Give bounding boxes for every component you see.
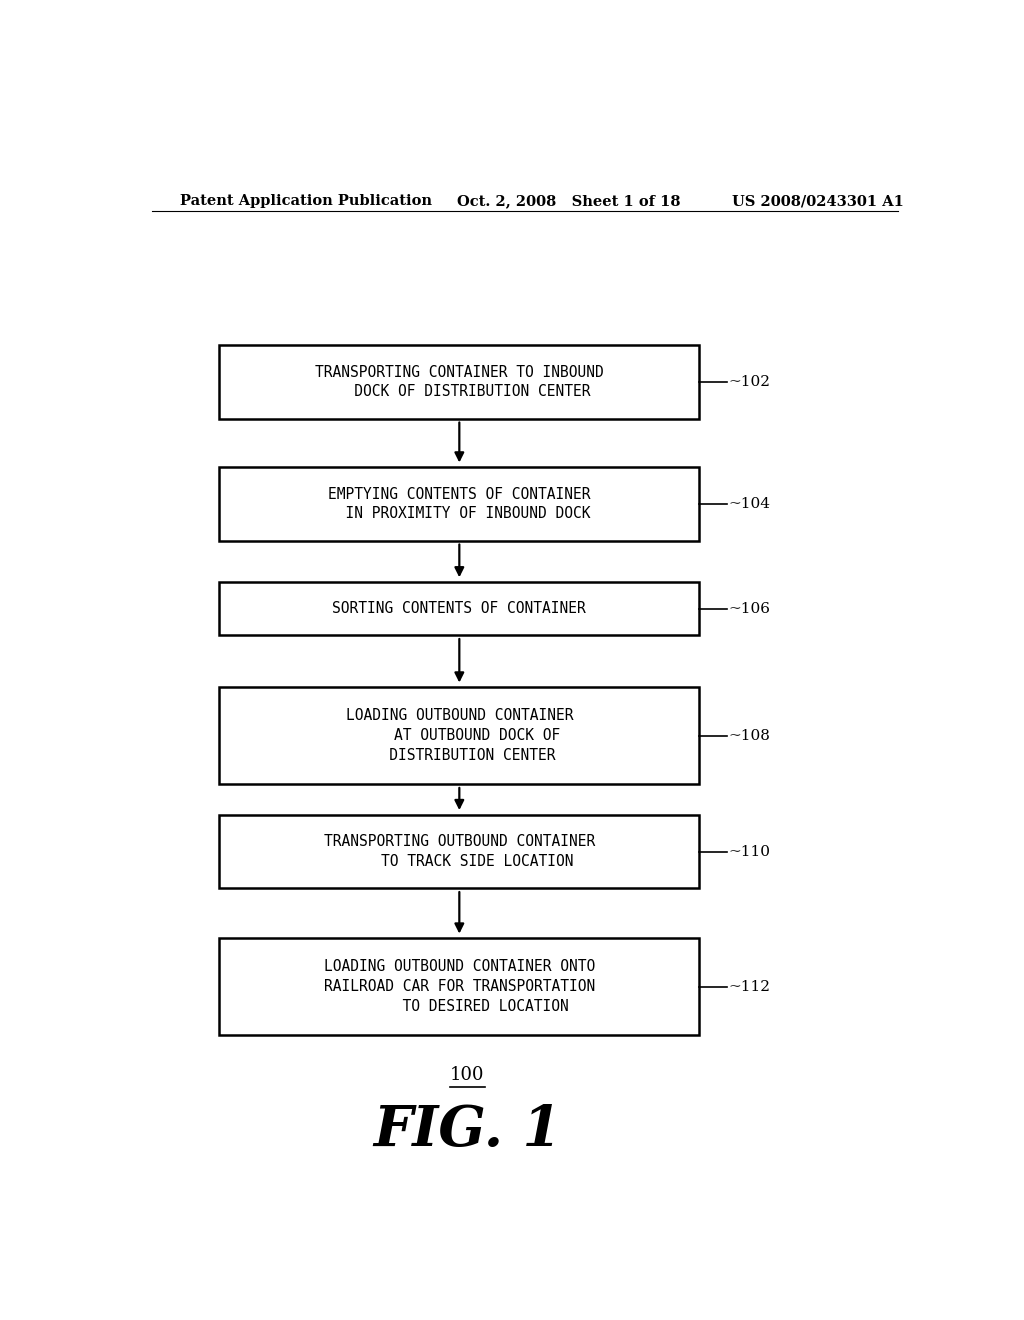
Text: ~102: ~102 [729,375,771,389]
Text: EMPTYING CONTENTS OF CONTAINER
  IN PROXIMITY OF INBOUND DOCK: EMPTYING CONTENTS OF CONTAINER IN PROXIM… [328,487,591,521]
Text: US 2008/0243301 A1: US 2008/0243301 A1 [732,194,904,209]
Text: LOADING OUTBOUND CONTAINER
    AT OUTBOUND DOCK OF
   DISTRIBUTION CENTER: LOADING OUTBOUND CONTAINER AT OUTBOUND D… [345,709,573,763]
Text: FIG. 1: FIG. 1 [373,1102,561,1158]
Text: LOADING OUTBOUND CONTAINER ONTO
RAILROAD CAR FOR TRANSPORTATION
      TO DESIRED: LOADING OUTBOUND CONTAINER ONTO RAILROAD… [324,960,595,1014]
Text: 100: 100 [450,1067,484,1084]
Text: TRANSPORTING OUTBOUND CONTAINER
    TO TRACK SIDE LOCATION: TRANSPORTING OUTBOUND CONTAINER TO TRACK… [324,834,595,869]
Bar [219,346,699,418]
Text: TRANSPORTING CONTAINER TO INBOUND
   DOCK OF DISTRIBUTION CENTER: TRANSPORTING CONTAINER TO INBOUND DOCK O… [315,364,604,400]
Text: SORTING CONTENTS OF CONTAINER: SORTING CONTENTS OF CONTAINER [333,601,586,616]
Bar [219,467,699,541]
Text: Oct. 2, 2008   Sheet 1 of 18: Oct. 2, 2008 Sheet 1 of 18 [458,194,681,209]
Bar [219,688,699,784]
Text: ~104: ~104 [729,496,771,511]
Text: ~112: ~112 [729,979,771,994]
Text: ~110: ~110 [729,845,771,858]
Text: ~106: ~106 [729,602,771,615]
Bar [219,582,699,635]
Bar [219,814,699,888]
Text: Patent Application Publication: Patent Application Publication [179,194,431,209]
Bar [219,939,699,1035]
Text: ~108: ~108 [729,729,771,743]
